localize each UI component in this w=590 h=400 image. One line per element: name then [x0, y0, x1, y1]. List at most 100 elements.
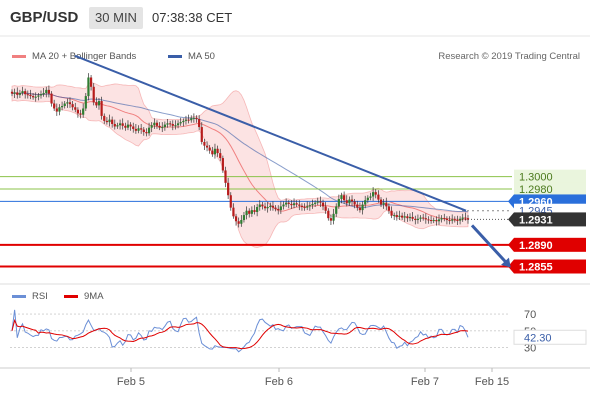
candle-body	[216, 148, 219, 154]
legend-rsi: RSI	[12, 291, 48, 302]
candle-body	[37, 95, 40, 97]
candle-body	[221, 158, 224, 171]
legend-bollinger-label: MA 20 + Bollinger Bands	[32, 51, 137, 62]
level-tag-arrow-1.2931	[508, 212, 514, 227]
candle-body	[198, 119, 201, 128]
candle-body	[129, 124, 132, 127]
candle-body	[145, 132, 148, 134]
candle-body	[424, 218, 427, 220]
candle-body	[300, 205, 304, 208]
candle-body	[366, 197, 369, 201]
candle-body	[153, 122, 156, 126]
candle-body	[179, 122, 182, 124]
candle-body	[137, 128, 140, 131]
candle-body	[343, 195, 346, 201]
candle-body	[142, 129, 145, 133]
candle-body	[163, 124, 166, 128]
candle-body	[126, 124, 130, 128]
candle-body	[374, 192, 377, 195]
candle-body	[171, 123, 174, 126]
candle-body	[166, 123, 169, 125]
candle-body	[437, 219, 441, 222]
level-tag-arrow-1.2960	[508, 194, 514, 209]
candle-body	[50, 93, 53, 104]
legend-rsi-label: RSI	[32, 291, 48, 302]
candle-body	[140, 128, 143, 130]
candle-body	[79, 113, 82, 115]
candle-body	[453, 219, 456, 221]
legend-ma50-label: MA 50	[188, 51, 215, 62]
candle-body	[34, 96, 37, 98]
candle-body	[277, 208, 280, 211]
candle-body	[271, 205, 275, 208]
level-label-1.2980: 1.2980	[519, 184, 553, 196]
candle-body	[290, 203, 293, 206]
candle-body	[200, 127, 203, 142]
candle-body	[219, 153, 222, 159]
candle-body	[190, 118, 193, 121]
candle-body	[118, 123, 122, 126]
candle-body	[361, 204, 364, 211]
candle-body	[435, 220, 438, 222]
candle-body	[53, 103, 56, 109]
candle-body	[279, 206, 282, 211]
candle-body	[242, 215, 246, 221]
candle-body	[314, 202, 317, 204]
candle-body	[440, 218, 443, 220]
rsi-value-label: 42.30	[524, 332, 552, 344]
candle-body	[282, 204, 285, 207]
rsi-ma-swatch-icon	[64, 294, 78, 298]
candle-body	[427, 219, 430, 221]
clock-time: 07:38:38 CET	[152, 10, 233, 25]
candle-body	[205, 145, 209, 148]
candle-body	[24, 91, 27, 95]
rsi-swatch-icon	[12, 294, 26, 298]
level-tag-1.2980	[514, 182, 586, 197]
candle-body	[60, 106, 64, 108]
candle-body	[87, 77, 90, 97]
candle-body	[451, 219, 454, 221]
candle-body	[10, 91, 14, 94]
candle-body	[377, 194, 380, 200]
candle-body	[324, 206, 327, 211]
candle-body	[26, 94, 29, 96]
candle-body	[422, 217, 425, 219]
candle-body	[42, 92, 45, 95]
candle-body	[100, 101, 103, 116]
candle-body	[308, 205, 311, 207]
candle-body	[266, 207, 269, 209]
candle-body	[66, 102, 69, 104]
candle-body	[414, 218, 417, 221]
candle-body	[295, 203, 298, 205]
candle-body	[248, 210, 251, 214]
candle-body	[458, 218, 462, 221]
candle-body	[147, 127, 151, 134]
candle-body	[348, 199, 351, 204]
candle-body	[292, 203, 296, 206]
candle-body	[224, 170, 227, 183]
candle-body	[358, 207, 362, 211]
candle-body	[464, 217, 467, 219]
x-axis-label: Feb 15	[475, 376, 509, 388]
candle-body	[353, 201, 356, 205]
candle-body	[345, 200, 348, 204]
candle-body	[227, 182, 230, 196]
candle-body	[150, 125, 153, 128]
candle-body	[398, 215, 401, 217]
candle-body	[229, 195, 232, 208]
candle-body	[208, 147, 211, 151]
candle-body	[240, 220, 243, 224]
candle-body	[108, 119, 111, 123]
candle-body	[258, 204, 261, 208]
candle-body	[16, 92, 19, 95]
timeframe-badge[interactable]: 30 MIN	[89, 7, 143, 29]
candle-body	[387, 206, 391, 211]
candle-body	[403, 216, 406, 218]
candle-body	[31, 96, 35, 98]
candle-body	[311, 203, 314, 206]
candle-body	[111, 119, 114, 124]
candle-body	[18, 92, 22, 95]
level-tag-1.2931	[514, 212, 586, 227]
candle-body	[401, 215, 404, 218]
